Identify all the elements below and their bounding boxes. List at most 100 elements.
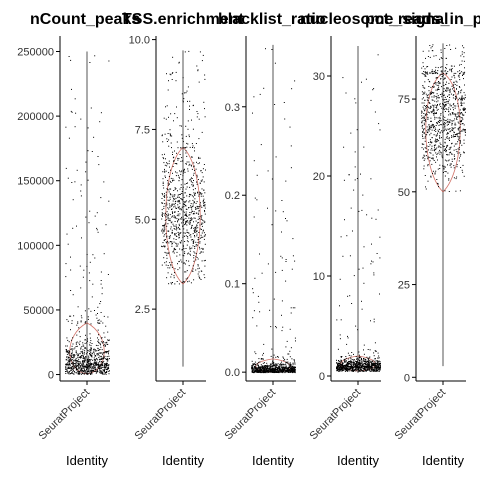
data-point <box>377 361 379 363</box>
data-point <box>446 90 448 92</box>
data-point <box>275 326 277 327</box>
data-point <box>182 198 184 200</box>
data-point <box>457 112 459 114</box>
data-point <box>453 91 455 92</box>
data-point <box>373 355 375 357</box>
data-point <box>434 172 436 174</box>
data-point <box>421 111 423 113</box>
data-point <box>462 45 463 47</box>
data-point <box>204 78 206 80</box>
data-point <box>96 369 98 371</box>
data-point <box>444 126 446 127</box>
data-point <box>439 168 441 169</box>
data-point <box>166 163 168 165</box>
data-point <box>84 342 86 344</box>
data-point <box>199 182 201 184</box>
data-point <box>171 232 173 233</box>
data-point <box>350 132 352 134</box>
data-point <box>449 103 451 105</box>
data-point <box>97 367 99 369</box>
data-point <box>349 360 351 362</box>
data-point <box>353 367 355 369</box>
data-point <box>438 145 440 147</box>
data-point <box>434 73 436 74</box>
data-point <box>71 353 73 355</box>
data-point <box>446 87 448 89</box>
data-point <box>164 246 166 248</box>
data-point <box>258 367 260 368</box>
data-point <box>426 107 428 108</box>
data-point <box>278 371 280 373</box>
data-point <box>443 94 445 96</box>
data-point <box>431 99 433 101</box>
data-point <box>426 95 428 96</box>
data-point <box>461 113 463 115</box>
data-point <box>426 114 428 116</box>
data-point <box>445 104 446 105</box>
data-point <box>191 247 193 249</box>
y-tick-label: 0.0 <box>225 367 240 379</box>
data-point <box>358 368 360 370</box>
y-tick-label: 0 <box>48 370 54 382</box>
data-point <box>453 155 455 157</box>
data-point <box>435 140 437 142</box>
x-axis-title: Identity <box>422 453 464 468</box>
data-point <box>360 367 362 369</box>
data-point <box>444 129 445 131</box>
data-point <box>107 350 109 352</box>
data-point <box>69 351 71 353</box>
data-point <box>252 288 254 290</box>
data-point <box>77 361 79 363</box>
data-point <box>370 178 372 180</box>
data-point <box>194 206 196 208</box>
data-point <box>183 203 185 205</box>
data-point <box>340 367 342 368</box>
data-point <box>204 213 206 215</box>
data-point <box>290 370 292 372</box>
data-point <box>181 137 183 139</box>
data-point <box>169 188 171 190</box>
data-point <box>180 232 182 234</box>
data-point <box>440 70 442 72</box>
data-point <box>441 71 443 73</box>
data-point <box>432 124 434 126</box>
data-point <box>195 192 196 194</box>
data-point <box>176 172 178 174</box>
data-point <box>346 370 348 372</box>
data-point <box>453 177 455 179</box>
data-point <box>292 366 294 368</box>
data-point <box>435 134 437 136</box>
data-point <box>163 207 165 209</box>
data-point <box>172 72 174 74</box>
data-point <box>85 347 87 349</box>
data-point <box>367 349 369 350</box>
data-point <box>453 154 455 156</box>
data-point <box>171 243 173 245</box>
data-point <box>366 368 368 370</box>
data-point <box>423 132 425 134</box>
data-point <box>254 369 255 371</box>
data-point <box>85 358 87 360</box>
data-point <box>458 137 460 139</box>
data-point <box>361 357 362 359</box>
data-point <box>463 102 465 104</box>
data-point <box>377 352 379 354</box>
data-point <box>185 125 187 127</box>
data-point <box>443 78 445 80</box>
data-point <box>433 85 435 87</box>
data-point <box>268 365 270 367</box>
data-point <box>102 353 104 355</box>
data-point <box>462 72 464 74</box>
data-point <box>186 220 188 221</box>
data-point <box>169 219 171 221</box>
data-point <box>167 214 169 216</box>
data-point <box>261 369 263 371</box>
data-point <box>294 363 296 365</box>
data-point <box>194 198 196 200</box>
data-point <box>447 164 448 166</box>
data-point <box>363 362 365 364</box>
data-point <box>368 365 370 367</box>
data-point <box>440 144 442 145</box>
data-point <box>168 183 170 185</box>
data-point <box>444 122 446 124</box>
